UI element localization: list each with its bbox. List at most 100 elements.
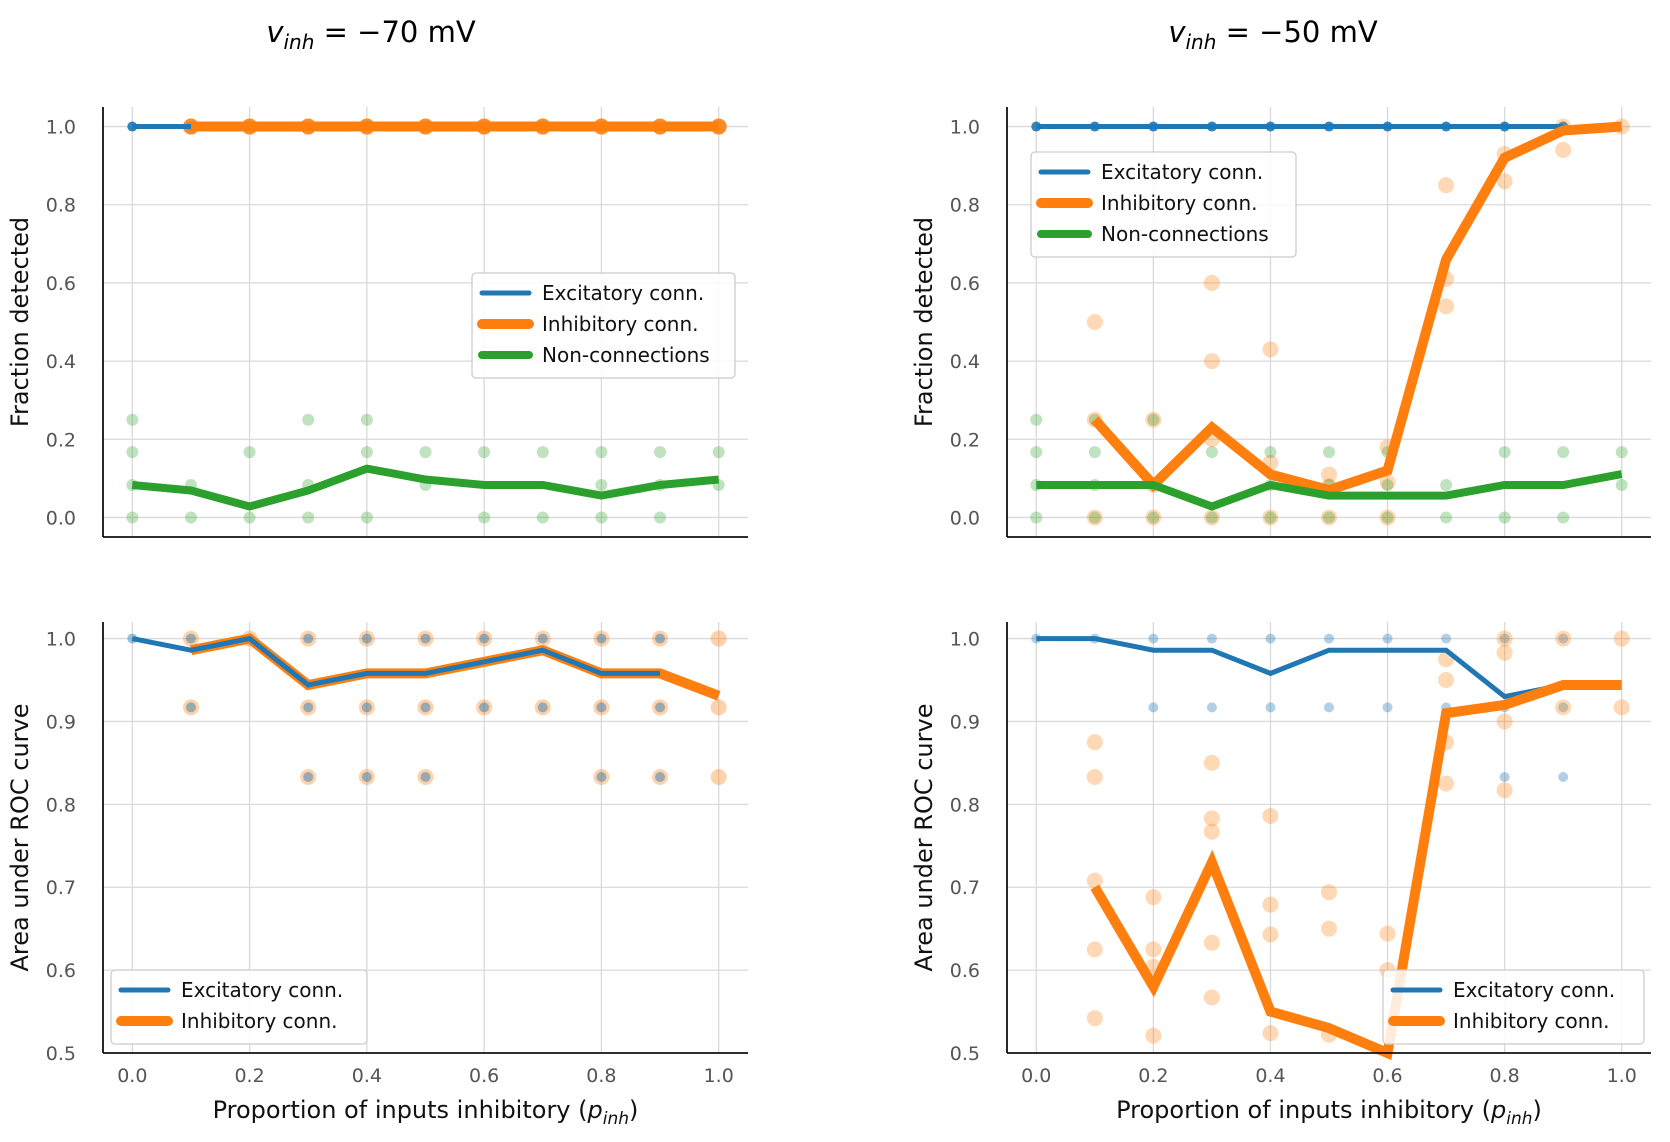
data-point — [300, 768, 317, 785]
y-tick-label: 0.5 — [950, 1043, 980, 1065]
x-tick-label: 0.4 — [352, 1065, 382, 1087]
data-point — [1321, 466, 1337, 483]
data-point — [1203, 353, 1220, 370]
y-axis-label: Area under ROC curve — [6, 704, 34, 972]
y-tick-label: 0.9 — [46, 711, 76, 733]
data-point — [1321, 884, 1337, 901]
data-point — [1323, 511, 1335, 524]
panel-bottom-left: 0.5 0.6 0.7 0.8 0.9 1.0 0.0 0.2 0.4 0.6 0.8 1.0 Prop… — [6, 622, 748, 1129]
data-point — [1088, 511, 1101, 524]
y-tick-label: 0.8 — [46, 195, 76, 217]
legend-label: Excitatory conn. — [1101, 160, 1263, 184]
data-point — [358, 630, 375, 647]
data-point — [712, 446, 725, 459]
y-tick-label: 0.4 — [46, 351, 76, 373]
y-tick-label: 0.7 — [950, 877, 980, 899]
data-point — [595, 479, 608, 492]
data-point — [1086, 314, 1103, 330]
data-point — [654, 511, 667, 524]
data-point — [654, 446, 667, 459]
data-point — [1381, 479, 1394, 492]
y-tick-label: 0.6 — [46, 960, 76, 982]
y-tick-label: 0.7 — [46, 877, 76, 899]
data-point — [1145, 889, 1162, 906]
series-line — [131, 464, 720, 511]
data-point — [1498, 446, 1511, 459]
data-point — [360, 413, 373, 426]
data-point — [1555, 142, 1572, 158]
data-point — [1264, 446, 1277, 459]
x-tick-label: 0.6 — [469, 1065, 499, 1087]
data-point — [420, 633, 431, 644]
data-point — [1499, 771, 1510, 782]
data-point — [185, 702, 196, 713]
data-point — [710, 768, 727, 785]
data-point — [1205, 511, 1218, 524]
data-point — [1441, 633, 1452, 644]
legend-label: Non-connections — [542, 343, 710, 367]
data-point — [1145, 941, 1162, 958]
data-point — [537, 633, 548, 644]
data-point — [303, 633, 314, 644]
legend-label: Inhibitory conn. — [1101, 191, 1258, 215]
data-point — [593, 699, 610, 716]
data-point — [1088, 446, 1101, 459]
x-tick-label: 0.8 — [1490, 1065, 1520, 1087]
data-point — [1148, 702, 1159, 713]
data-point — [1145, 411, 1162, 428]
legend-label: Non-connections — [1101, 222, 1269, 246]
data-point — [1379, 474, 1396, 491]
legend-label: Excitatory conn. — [181, 978, 343, 1002]
x-tick-label: 1.0 — [704, 1065, 734, 1087]
data-point — [1265, 702, 1276, 713]
data-point — [1381, 511, 1394, 524]
data-point — [1615, 446, 1628, 459]
data-point — [1262, 896, 1279, 913]
data-point — [126, 511, 139, 524]
y-tick-label: 0.2 — [46, 429, 76, 451]
data-point — [595, 511, 608, 524]
legend-frame — [471, 272, 736, 379]
data-point — [1203, 754, 1220, 771]
legend-frame — [110, 969, 368, 1045]
y-tick-label: 1.0 — [950, 629, 980, 651]
data-point — [1438, 672, 1455, 689]
data-point — [1203, 274, 1220, 291]
data-point — [1145, 1027, 1162, 1044]
x-tick-label: 0.0 — [117, 1065, 147, 1087]
x-tick-label: 0.4 — [1255, 1065, 1285, 1087]
data-point — [182, 630, 199, 647]
data-point — [358, 699, 375, 716]
data-point — [1203, 934, 1220, 951]
data-point — [1613, 699, 1630, 716]
data-point — [243, 446, 256, 459]
data-point — [1324, 702, 1334, 713]
data-point — [300, 699, 317, 716]
y-tick-label: 0.2 — [950, 429, 980, 451]
data-point — [1440, 479, 1453, 492]
data-point — [182, 699, 199, 716]
data-point — [1086, 872, 1103, 889]
series-line — [1091, 121, 1623, 496]
y-tick-label: 0.6 — [950, 273, 980, 295]
series-line — [131, 635, 660, 688]
data-point — [596, 771, 607, 782]
data-point — [652, 630, 669, 647]
series-line — [1036, 636, 1564, 700]
data-point — [1382, 702, 1393, 713]
y-tick-label: 0.4 — [950, 351, 980, 373]
data-point — [1206, 702, 1217, 713]
panels: 0.0 0.2 0.4 0.6 0.8 1.0 Fraction detected Excit… — [6, 107, 1651, 1129]
data-point — [596, 702, 607, 713]
data-point — [300, 630, 317, 647]
data-point — [419, 446, 432, 459]
data-point — [1203, 823, 1220, 840]
data-point — [1147, 511, 1160, 524]
data-point — [1262, 807, 1279, 824]
x-tick-label: 0.6 — [1372, 1065, 1402, 1087]
data-point — [417, 630, 434, 647]
data-point — [1558, 771, 1569, 782]
data-point — [302, 413, 315, 426]
data-point — [1030, 413, 1043, 426]
